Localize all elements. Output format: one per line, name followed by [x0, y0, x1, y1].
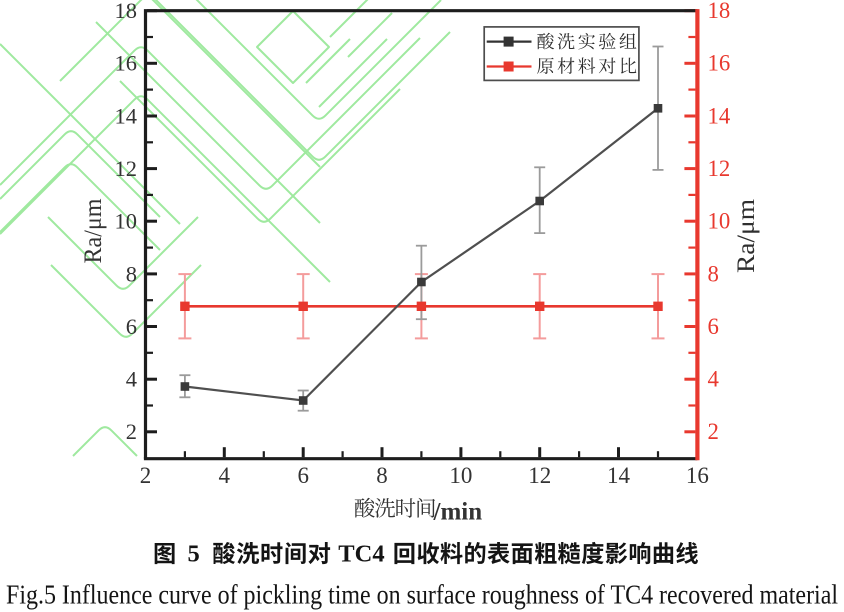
- svg-text:18: 18: [115, 0, 138, 23]
- svg-text:8: 8: [376, 463, 388, 488]
- svg-text:4: 4: [219, 463, 231, 488]
- svg-text:4: 4: [708, 367, 720, 392]
- svg-text:TC4: TC4: [338, 541, 384, 568]
- svg-text:14: 14: [115, 103, 138, 128]
- svg-text:12: 12: [115, 156, 138, 181]
- svg-text:4: 4: [126, 367, 137, 392]
- svg-text:/min: /min: [433, 499, 483, 526]
- svg-text:12: 12: [528, 463, 551, 488]
- svg-text:8: 8: [708, 261, 719, 286]
- svg-text:Fig.5 Influence curve of pickl: Fig.5 Influence curve of pickling time o…: [6, 579, 838, 610]
- svg-text:10: 10: [708, 209, 731, 234]
- svg-text:16: 16: [115, 51, 138, 76]
- svg-text:2: 2: [140, 463, 152, 488]
- svg-text:Ra/μm: Ra/μm: [80, 198, 107, 264]
- svg-text:6: 6: [708, 314, 719, 339]
- svg-text:6: 6: [297, 463, 309, 488]
- svg-text:6: 6: [126, 314, 137, 339]
- svg-text:12: 12: [708, 156, 731, 181]
- svg-text:Ra/μm: Ra/μm: [733, 198, 760, 273]
- svg-text:14: 14: [708, 103, 731, 128]
- svg-text:18: 18: [708, 0, 731, 23]
- svg-text:5: 5: [188, 541, 200, 568]
- svg-text:14: 14: [607, 463, 631, 488]
- svg-text:10: 10: [115, 209, 138, 234]
- svg-text:10: 10: [449, 463, 472, 488]
- svg-text:16: 16: [708, 51, 731, 76]
- svg-text:2: 2: [126, 419, 137, 444]
- svg-text:16: 16: [686, 463, 709, 488]
- svg-text:8: 8: [126, 261, 137, 286]
- svg-text:2: 2: [708, 419, 719, 444]
